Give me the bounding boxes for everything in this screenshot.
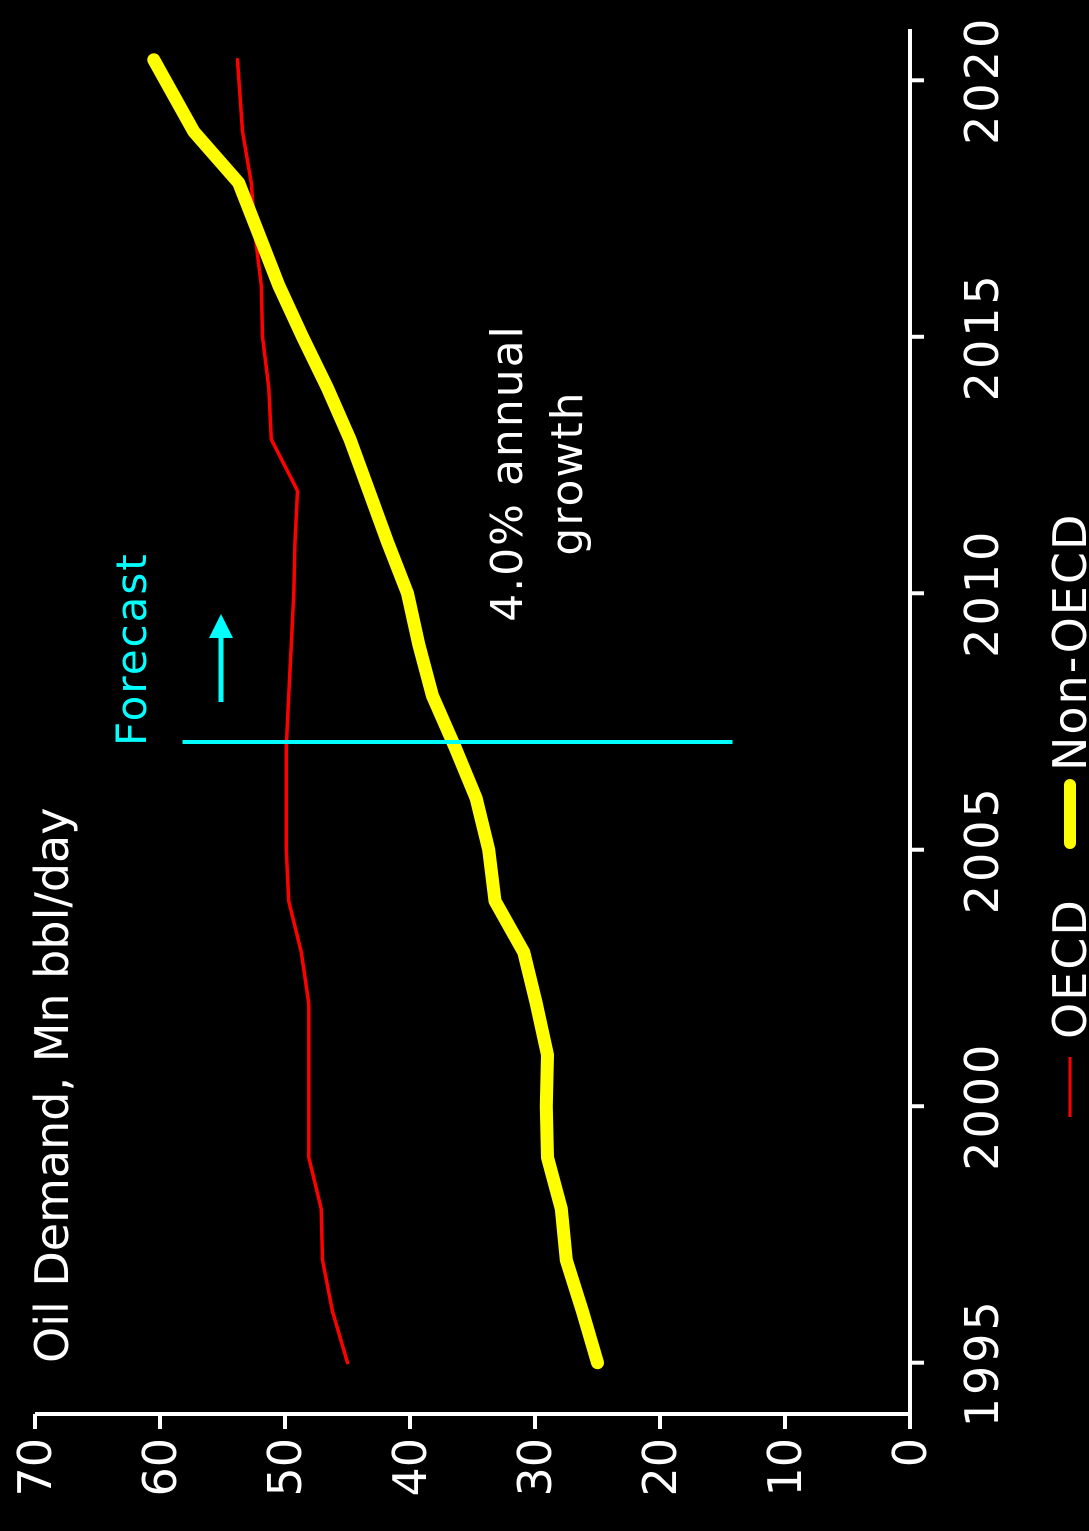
forecast-arrow-head bbox=[209, 614, 233, 639]
series-line-oecd bbox=[235, 58, 350, 1365]
y-tick-label: 40 bbox=[383, 1438, 437, 1497]
growth-annotation-line2: growth bbox=[542, 390, 593, 555]
forecast-label: Forecast bbox=[107, 552, 156, 746]
x-tick-label: 2010 bbox=[955, 529, 1009, 658]
x-tick-label: 2015 bbox=[955, 272, 1009, 401]
y-tick-label: 30 bbox=[508, 1438, 562, 1497]
y-tick-label: 50 bbox=[258, 1438, 312, 1497]
y-tick-label: 10 bbox=[758, 1438, 812, 1497]
chart-axes: 0 10 20 30 40 50 60 70 1995 2000 2005 2010 2015 2020 bbox=[8, 16, 1009, 1497]
x-tick-label: 2005 bbox=[955, 785, 1009, 914]
y-tick-label: 20 bbox=[633, 1438, 687, 1497]
growth-annotation-line1: 4.0% annual bbox=[482, 324, 533, 622]
y-tick-label: 0 bbox=[883, 1438, 937, 1467]
y-tick-label: 70 bbox=[8, 1438, 62, 1497]
rotated-chart: 010203040506070199520002005201020152020 … bbox=[8, 16, 1089, 1497]
legend-label-oecd: OECD bbox=[1043, 898, 1089, 1039]
chart-annotations bbox=[182, 614, 733, 745]
x-tick-label: 2020 bbox=[955, 16, 1009, 145]
series-line-non-oecd bbox=[147, 53, 604, 1370]
legend-label-non-oecd: Non-OECD bbox=[1043, 513, 1089, 771]
chart-title: Oil Demand, Mn bbl/day bbox=[25, 808, 79, 1363]
legend: OECD Non-OECD bbox=[1043, 513, 1089, 1117]
y-tick-label: 60 bbox=[133, 1438, 187, 1497]
plot-lines bbox=[147, 53, 604, 1370]
x-tick-label: 1995 bbox=[955, 1298, 1009, 1427]
x-tick-label: 2000 bbox=[955, 1042, 1009, 1171]
